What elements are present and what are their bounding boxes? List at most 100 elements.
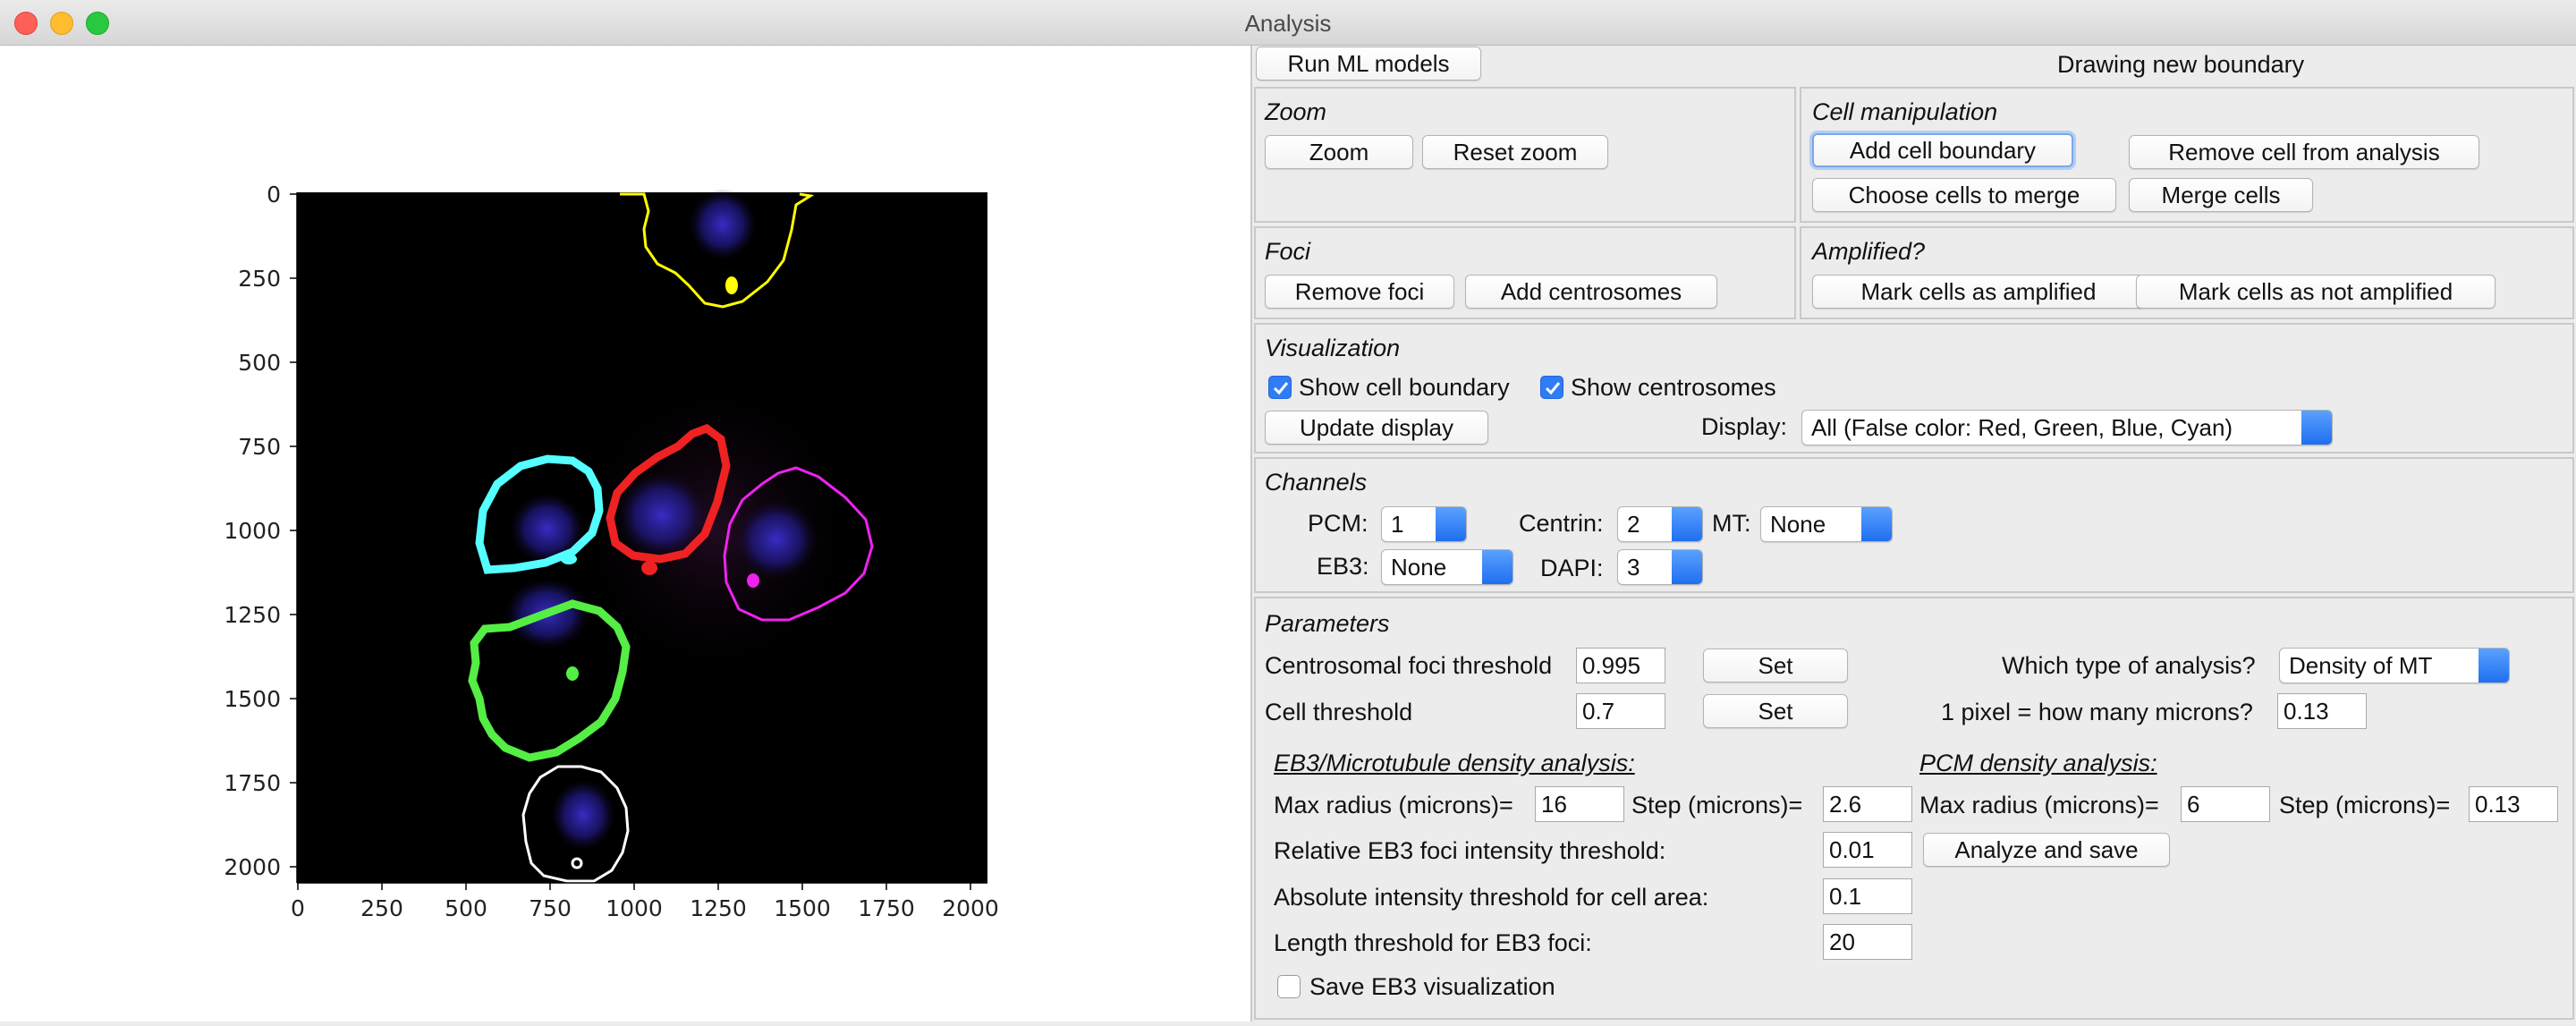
pixel-size-field[interactable]: 0.13 [2277,693,2367,729]
checkmark-icon [1273,382,1289,395]
show-cell-boundary-label: Show cell boundary [1299,374,1510,401]
pcm-select[interactable]: 1 [1381,506,1467,542]
stepper-arrows-icon [2479,649,2509,683]
reset-zoom-button[interactable]: Reset zoom [1422,135,1608,169]
merge-cells-button[interactable]: Merge cells [2129,178,2313,212]
white-cell-boundary [521,765,630,883]
green-focus [566,666,579,681]
y-tick-label: 2000 [224,854,281,880]
zoom-group-title: Zoom [1265,98,1327,125]
absolute-threshold-field[interactable]: 0.1 [1823,878,1912,914]
remove-foci-button[interactable]: Remove foci [1265,275,1454,309]
yellow-cell-boundary [620,192,815,309]
add-cell-boundary-button[interactable]: Add cell boundary [1812,133,2073,167]
cell-threshold-label: Cell threshold [1265,699,1413,725]
run-ml-models-button[interactable]: Run ML models [1256,47,1481,81]
analyze-and-save-button[interactable]: Analyze and save [1923,833,2170,867]
y-axis-ticks [290,193,297,868]
microscopy-plot[interactable]: 0 250 500 750 1000 1250 1500 1750 2000 0… [0,46,1250,1022]
y-tick-label: 500 [238,350,281,376]
pcm-density-heading: PCM density analysis: [1919,750,2157,776]
eb3-select[interactable]: None [1381,549,1513,585]
choose-cells-to-merge-button[interactable]: Choose cells to merge [1812,178,2116,212]
checkmark-icon [1545,382,1561,395]
y-tick-label: 1250 [224,602,281,628]
relative-eb3-threshold-label: Relative EB3 foci intensity threshold: [1274,837,1666,864]
y-tick-label: 1000 [224,518,281,544]
dapi-label: DAPI: [1540,555,1604,581]
stepper-arrows-icon [1861,507,1892,541]
x-axis-ticks [297,883,971,890]
status-label: Drawing new boundary [2057,51,2305,78]
eb3-step-field[interactable]: 2.6 [1823,786,1912,822]
x-tick-label: 1250 [690,895,747,921]
eb3-step-label: Step (microns)= [1631,792,1803,818]
x-tick-label: 1500 [774,895,831,921]
dapi-select[interactable]: 3 [1617,549,1703,585]
cell-manipulation-title: Cell manipulation [1812,98,1998,125]
stepper-arrows-icon [1672,507,1702,541]
cyan-focus [561,554,577,564]
mt-select[interactable]: None [1760,506,1893,542]
pcm-max-radius-field[interactable]: 6 [2181,786,2270,822]
remove-cell-button[interactable]: Remove cell from analysis [2129,135,2479,169]
red-focus [641,561,657,575]
x-tick-label: 0 [291,895,305,921]
set-foci-threshold-button[interactable]: Set [1703,649,1848,683]
amplified-group-title: Amplified? [1812,238,1926,265]
eb3-select-value: None [1391,554,1447,581]
minimize-window-button[interactable] [50,12,73,35]
save-eb3-visualization-label: Save EB3 visualization [1309,973,1555,1000]
x-tick-label: 500 [445,895,487,921]
pane-divider[interactable] [1250,46,1252,1022]
show-cell-boundary-checkbox[interactable] [1268,376,1292,399]
window-titlebar: Analysis [0,0,2576,46]
x-tick-label: 1000 [606,895,663,921]
eb3-max-radius-field[interactable]: 16 [1535,786,1624,822]
centrin-select-value: 2 [1627,511,1640,538]
cyan-cell-boundary [475,454,604,574]
zoom-window-button[interactable] [86,12,109,35]
analysis-type-value: Density of MT [2289,652,2433,679]
magenta-cell-boundary [723,466,874,622]
cell-threshold-field[interactable]: 0.7 [1576,693,1665,729]
zoom-button[interactable]: Zoom [1265,135,1413,169]
x-tick-label: 250 [360,895,403,921]
show-centrosomes-checkbox[interactable] [1540,376,1563,399]
relative-eb3-threshold-field[interactable]: 0.01 [1823,832,1912,868]
update-display-button[interactable]: Update display [1265,411,1488,445]
add-centrosomes-button[interactable]: Add centrosomes [1465,275,1717,309]
pcm-step-field[interactable]: 0.13 [2469,786,2558,822]
centrin-label: Centrin: [1519,510,1604,537]
save-eb3-visualization-checkbox[interactable] [1277,975,1301,998]
dapi-select-value: 3 [1627,554,1640,581]
pcm-label: PCM: [1308,510,1368,537]
mt-label: MT: [1712,510,1751,537]
mark-amplified-button[interactable]: Mark cells as amplified [1812,275,2145,309]
x-tick-label: 1750 [858,895,915,921]
foci-group-title: Foci [1265,238,1311,265]
x-tick-label: 750 [529,895,572,921]
set-cell-threshold-button[interactable]: Set [1703,694,1848,728]
absolute-threshold-label: Absolute intensity threshold for cell ar… [1274,884,1709,911]
close-window-button[interactable] [14,12,38,35]
green-cell-boundary [468,599,631,762]
pcm-step-label: Step (microns)= [2279,792,2451,818]
display-select[interactable]: All (False color: Red, Green, Blue, Cyan… [1801,410,2333,445]
pcm-select-value: 1 [1391,511,1404,538]
stepper-arrows-icon [1436,507,1466,541]
eb3-density-heading: EB3/Microtubule density analysis: [1274,750,1635,776]
y-tick-label: 750 [238,434,281,460]
stepper-arrows-icon [1672,550,1702,584]
centrin-select[interactable]: 2 [1617,506,1703,542]
mark-not-amplified-button[interactable]: Mark cells as not amplified [2136,275,2496,309]
show-centrosomes-label: Show centrosomes [1571,374,1776,401]
analysis-type-select[interactable]: Density of MT [2279,648,2510,683]
white-focus [571,857,583,869]
pixel-size-label: 1 pixel = how many microns? [1941,699,2253,725]
length-threshold-field[interactable]: 20 [1823,924,1912,960]
eb3-max-radius-label: Max radius (microns)= [1274,792,1513,818]
length-threshold-label: Length threshold for EB3 foci: [1274,929,1592,956]
eb3-label: EB3: [1317,553,1369,580]
foci-threshold-field[interactable]: 0.995 [1576,648,1665,683]
